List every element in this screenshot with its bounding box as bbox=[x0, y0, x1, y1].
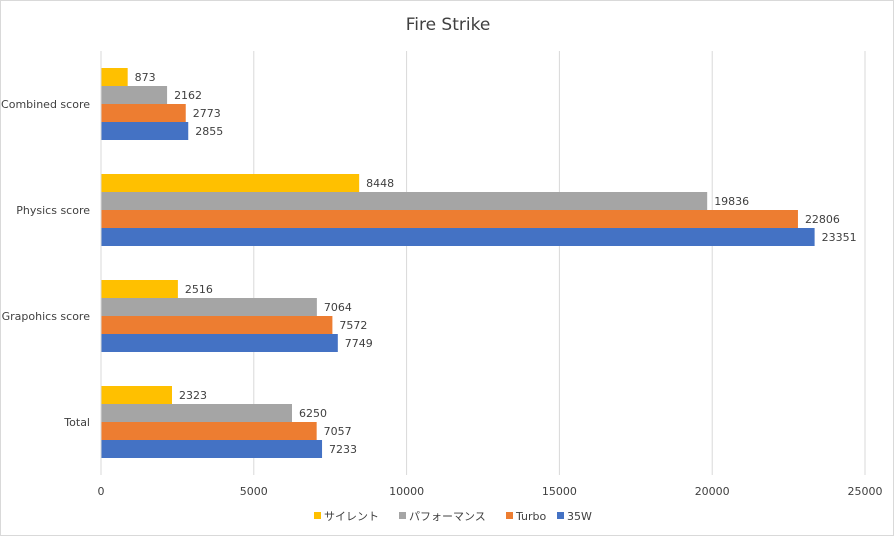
bar bbox=[101, 386, 172, 404]
legend-swatch bbox=[506, 512, 513, 519]
data-label: 873 bbox=[135, 71, 156, 84]
legend-swatch bbox=[399, 512, 406, 519]
data-label: 7064 bbox=[324, 301, 352, 314]
legend-label: パフォーマンス bbox=[409, 510, 486, 523]
data-label: 2516 bbox=[185, 283, 213, 296]
data-label: 23351 bbox=[822, 231, 857, 244]
legend-label: Turbo bbox=[515, 510, 547, 523]
legend-label: 35W bbox=[567, 510, 592, 523]
legend: サイレント パフォーマンス Turbo 35W bbox=[314, 510, 592, 523]
data-label: 19836 bbox=[714, 195, 749, 208]
category-label: Total bbox=[63, 416, 90, 429]
data-label: 6250 bbox=[299, 407, 327, 420]
data-label: 7233 bbox=[329, 443, 357, 456]
x-tick-label: 5000 bbox=[240, 485, 268, 498]
data-label: 2773 bbox=[193, 107, 221, 120]
data-label: 22806 bbox=[805, 213, 840, 226]
category-label: Physics score bbox=[16, 204, 90, 217]
category-label: Grapohics score bbox=[2, 310, 91, 323]
x-tick-label: 15000 bbox=[542, 485, 577, 498]
x-tick-label: 0 bbox=[98, 485, 105, 498]
bar bbox=[101, 334, 338, 352]
x-tick-label: 10000 bbox=[389, 485, 424, 498]
legend-swatch bbox=[557, 512, 564, 519]
legend-label: サイレント bbox=[324, 510, 379, 523]
data-label: 2855 bbox=[195, 125, 223, 138]
bars bbox=[101, 68, 815, 458]
bar bbox=[101, 316, 333, 334]
data-label: 7749 bbox=[345, 337, 373, 350]
data-label: 7572 bbox=[339, 319, 367, 332]
gridlines bbox=[253, 51, 866, 475]
category-label: Combined score bbox=[1, 98, 90, 111]
data-label: 7057 bbox=[324, 425, 352, 438]
bar bbox=[101, 104, 186, 122]
bar bbox=[101, 174, 360, 192]
legend-swatch bbox=[314, 512, 321, 519]
x-tick-label: 25000 bbox=[848, 485, 883, 498]
bar bbox=[101, 298, 317, 316]
bar bbox=[101, 68, 128, 86]
bar bbox=[101, 422, 317, 440]
labels: 0 5000 10000 15000 20000 25000 Combined score 8… bbox=[1, 71, 882, 498]
bar bbox=[101, 122, 189, 140]
bar bbox=[101, 86, 168, 104]
data-label: 8448 bbox=[366, 177, 394, 190]
data-label: 2323 bbox=[179, 389, 207, 402]
bar bbox=[101, 228, 815, 246]
bar bbox=[101, 440, 323, 458]
chart-title: Fire Strike bbox=[406, 15, 491, 35]
bar bbox=[101, 192, 708, 210]
bar bbox=[101, 280, 178, 298]
x-tick-label: 20000 bbox=[695, 485, 730, 498]
bar bbox=[101, 404, 292, 422]
bar bbox=[101, 210, 798, 228]
data-label: 2162 bbox=[174, 89, 202, 102]
